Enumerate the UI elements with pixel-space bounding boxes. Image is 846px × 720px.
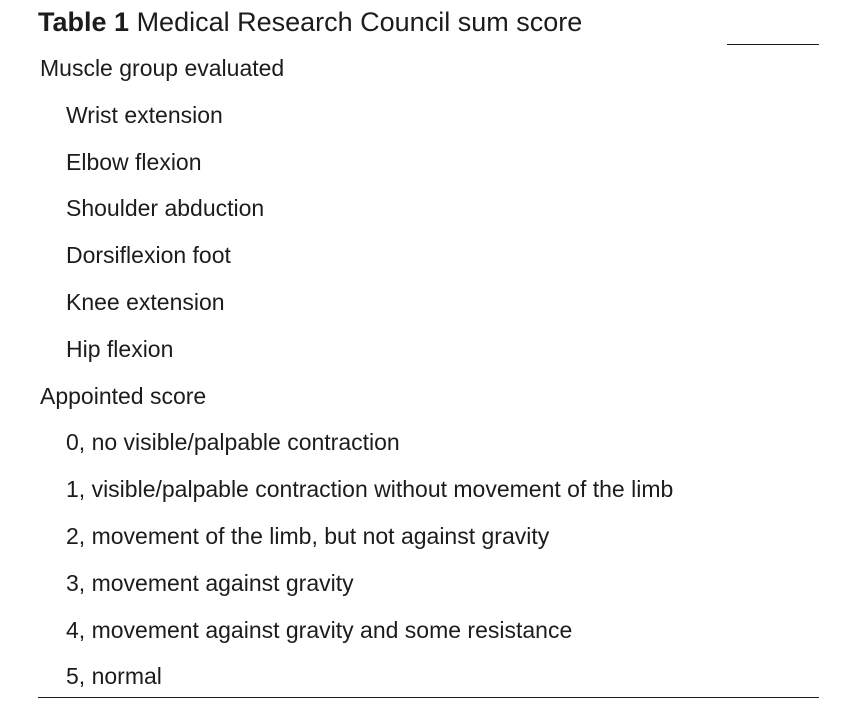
table-label: Table 1: [38, 7, 130, 37]
table-title: Medical Research Council sum score: [136, 7, 583, 37]
table-row: Hip flexion: [66, 335, 174, 362]
section-heading-muscle-group: Muscle group evaluated: [40, 55, 285, 81]
table-row: Wrist extension: [66, 101, 223, 128]
table-body: Muscle group evaluated Wrist extension E…: [38, 50, 819, 705]
table-row: 5, normal: [66, 663, 162, 690]
table-row: 1, visible/palpable contraction without …: [66, 476, 674, 503]
table-bottom-rule: [38, 697, 819, 698]
table-top-rule: [727, 44, 819, 45]
table-row: Elbow flexion: [66, 148, 202, 175]
table-row: Shoulder abduction: [66, 195, 265, 222]
table-row: Dorsiflexion foot: [66, 242, 231, 269]
table-caption: Table 1 Medical Research Council sum sco…: [38, 5, 582, 39]
table-row: 0, no visible/palpable contraction: [66, 429, 400, 456]
table-row: 4, movement against gravity and some res…: [66, 616, 573, 643]
table-row: 3, movement against gravity: [66, 569, 354, 596]
table-row: Knee extension: [66, 288, 225, 315]
table-row: 2, movement of the limb, but not against…: [66, 522, 550, 549]
section-heading-appointed-score: Appointed score: [40, 382, 207, 409]
